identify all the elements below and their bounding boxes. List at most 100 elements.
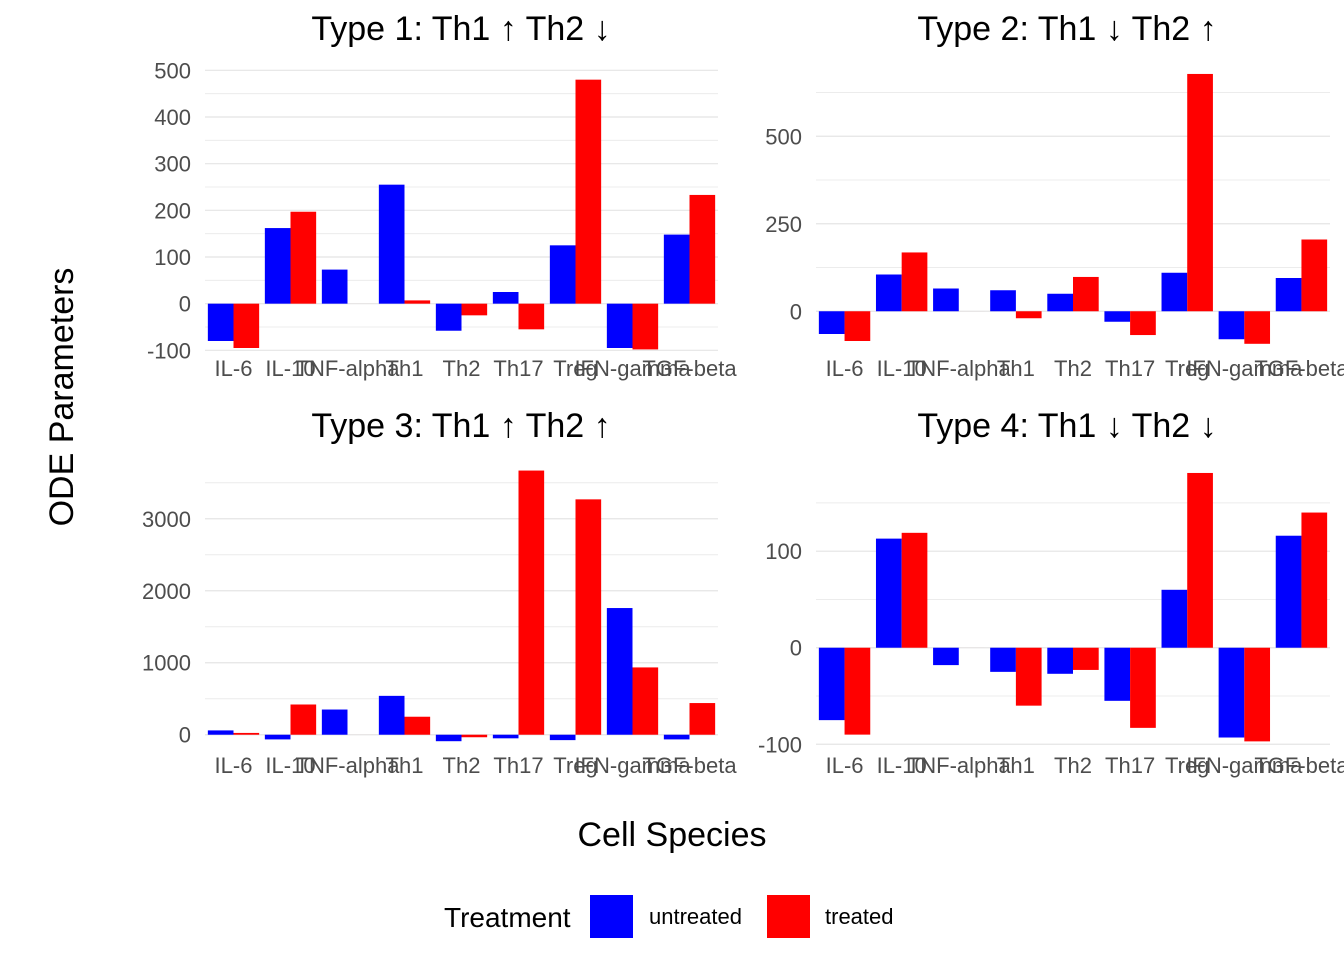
x-tick-label: Th17 <box>493 356 543 381</box>
x-tick-label: TGF-beta <box>1254 753 1344 778</box>
x-tick-label: IL-10 <box>877 356 927 381</box>
bar-treated-Th2 <box>461 734 488 738</box>
bar-untreated-Th17 <box>1104 647 1131 701</box>
bar-treated-IFN-gamma <box>1244 311 1271 344</box>
panel-title: Type 2: Th1 ↓ Th2 ↑ <box>917 10 1216 48</box>
bar-untreated-IL-10 <box>264 228 291 304</box>
y-tick-label: 250 <box>765 212 802 237</box>
bar-treated-Th1 <box>404 716 431 735</box>
legend-key-untreated <box>590 895 633 938</box>
bar-untreated-TGF-beta <box>1275 278 1302 312</box>
y-tick-label: 0 <box>790 299 802 324</box>
x-tick-label: Treg <box>1165 356 1209 381</box>
x-tick-label: Treg <box>1165 753 1209 778</box>
x-tick-label: IL-6 <box>215 753 253 778</box>
y-tick-label: 400 <box>154 105 191 130</box>
bar-treated-TGF-beta <box>689 703 716 735</box>
x-tick-label: IFN-gamma <box>574 356 691 381</box>
x-tick-label: Treg <box>553 753 597 778</box>
bar-treated-Th2 <box>461 303 488 316</box>
x-tick-label: Th17 <box>1105 753 1155 778</box>
y-tick-label: -100 <box>147 338 191 363</box>
bar-treated-Th17 <box>1130 311 1156 336</box>
x-tick-label: Th2 <box>443 753 481 778</box>
bar-treated-IL-6 <box>844 311 871 341</box>
bar-untreated-TGF-beta <box>663 234 690 304</box>
bar-untreated-TGF-beta <box>1275 535 1302 648</box>
bar-untreated-Th17 <box>492 734 519 739</box>
x-tick-label: Th1 <box>997 753 1035 778</box>
bar-treated-Th1 <box>1015 647 1042 706</box>
x-tick-label: Th17 <box>493 753 543 778</box>
bar-untreated-TNF-alpha <box>933 647 959 666</box>
x-tick-label: IL-6 <box>215 356 253 381</box>
bar-treated-Th1 <box>1015 311 1042 319</box>
y-tick-label: 100 <box>765 539 802 564</box>
bar-treated-IFN-gamma <box>632 667 659 735</box>
bar-treated-IL-6 <box>233 732 260 735</box>
x-tick-label: IL-10 <box>265 753 315 778</box>
y-tick-label: 0 <box>179 723 191 748</box>
bar-untreated-Treg <box>1161 589 1188 648</box>
x-tick-label: Th1 <box>386 356 424 381</box>
x-tick-label: TGF-beta <box>642 356 737 381</box>
y-tick-label: 200 <box>154 198 191 223</box>
legend-title: Treatment <box>444 902 571 933</box>
bar-treated-TGF-beta <box>1301 239 1328 312</box>
y-tick-label: 500 <box>154 58 191 83</box>
bar-untreated-Th2 <box>435 303 462 331</box>
x-tick-label: IFN-gamma <box>1186 356 1303 381</box>
panel-title: Type 1: Th1 ↑ Th2 ↓ <box>311 10 610 48</box>
legend-label-treated: treated <box>825 904 894 929</box>
bar-untreated-IFN-gamma <box>606 303 633 348</box>
bar-untreated-IL-10 <box>875 538 902 648</box>
bar-treated-IFN-gamma <box>632 303 659 350</box>
x-tick-label: IL-6 <box>826 753 864 778</box>
x-axis-title: Cell Species <box>578 816 767 854</box>
bar-untreated-TNF-alpha <box>321 709 348 735</box>
y-tick-label: 0 <box>790 636 802 661</box>
y-tick-label: 0 <box>179 292 191 317</box>
x-tick-label: IFN-gamma <box>1186 753 1303 778</box>
x-tick-label: Th2 <box>443 356 481 381</box>
bar-untreated-Th1 <box>990 290 1016 312</box>
bar-treated-Th2 <box>1073 276 1099 312</box>
x-tick-label: TNF-alpha <box>296 753 401 778</box>
x-tick-label: TNF-alpha <box>296 356 401 381</box>
bar-treated-Treg <box>1187 472 1213 648</box>
x-tick-label: TGF-beta <box>642 753 737 778</box>
bar-treated-IL-10 <box>901 252 928 312</box>
y-tick-label: 3000 <box>142 507 191 532</box>
bar-treated-Th1 <box>404 300 431 304</box>
bar-treated-Th17 <box>1130 647 1156 728</box>
bar-treated-IL-6 <box>233 303 260 348</box>
bar-treated-Th2 <box>1073 647 1099 670</box>
x-tick-label: IL-6 <box>826 356 864 381</box>
bar-treated-TGF-beta <box>1301 512 1328 648</box>
bar-untreated-IFN-gamma <box>1218 647 1245 738</box>
bar-treated-IL-10 <box>901 532 928 648</box>
legend-key-treated <box>767 895 810 938</box>
bar-untreated-IL-6 <box>818 311 845 334</box>
panel-title: Type 3: Th1 ↑ Th2 ↑ <box>311 407 610 445</box>
bar-untreated-Th2 <box>435 734 462 742</box>
bar-treated-Treg <box>575 79 602 304</box>
bar-untreated-IL-6 <box>818 647 845 721</box>
bar-untreated-Th17 <box>492 292 519 304</box>
bar-treated-IL-10 <box>290 704 317 735</box>
bar-untreated-Th1 <box>378 184 405 304</box>
panel-title: Type 4: Th1 ↓ Th2 ↓ <box>917 407 1216 445</box>
x-tick-label: Th17 <box>1105 356 1155 381</box>
y-tick-label: -100 <box>758 732 802 757</box>
legend-label-untreated: untreated <box>649 904 742 929</box>
bar-treated-Treg <box>575 499 602 735</box>
y-tick-label: 1000 <box>142 651 191 676</box>
bar-treated-Th17 <box>518 470 545 735</box>
bar-treated-IFN-gamma <box>1244 647 1271 742</box>
